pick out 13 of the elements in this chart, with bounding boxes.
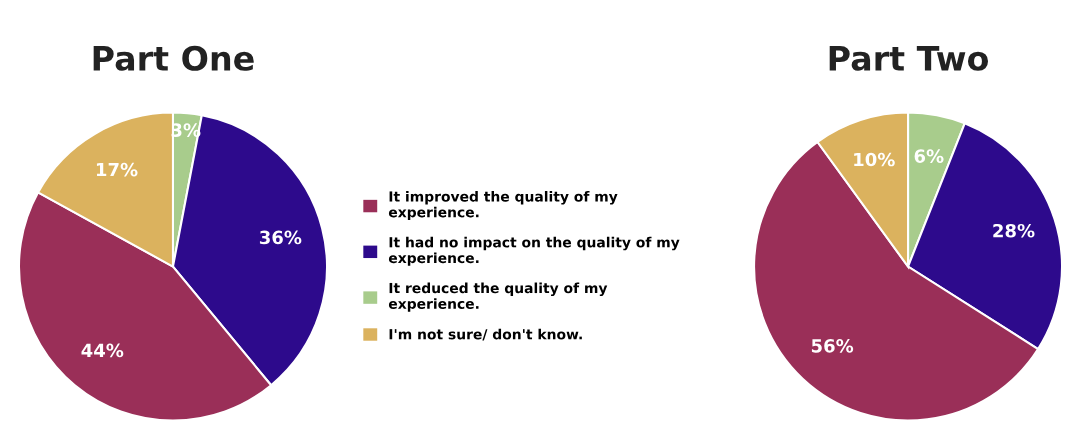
data-label: 6% [914, 149, 944, 163]
data-label: 44% [81, 343, 124, 358]
data-label: 36% [259, 230, 302, 245]
chart-title: Part Two [829, 46, 988, 71]
chart-title: Part One [93, 45, 254, 71]
data-label: 28% [993, 223, 1035, 238]
data-label: 10% [854, 152, 895, 167]
legend-label: It had no impact on the quality of my experience. [388, 236, 680, 266]
legend-label: It reduced the quality of my experience. [388, 282, 608, 312]
data-label: 17% [96, 162, 138, 177]
legend-label: It improved the quality of my experience. [388, 190, 618, 221]
legend-label: I'm not sure/ don't know. [389, 328, 582, 341]
data-label: 56% [811, 338, 854, 353]
